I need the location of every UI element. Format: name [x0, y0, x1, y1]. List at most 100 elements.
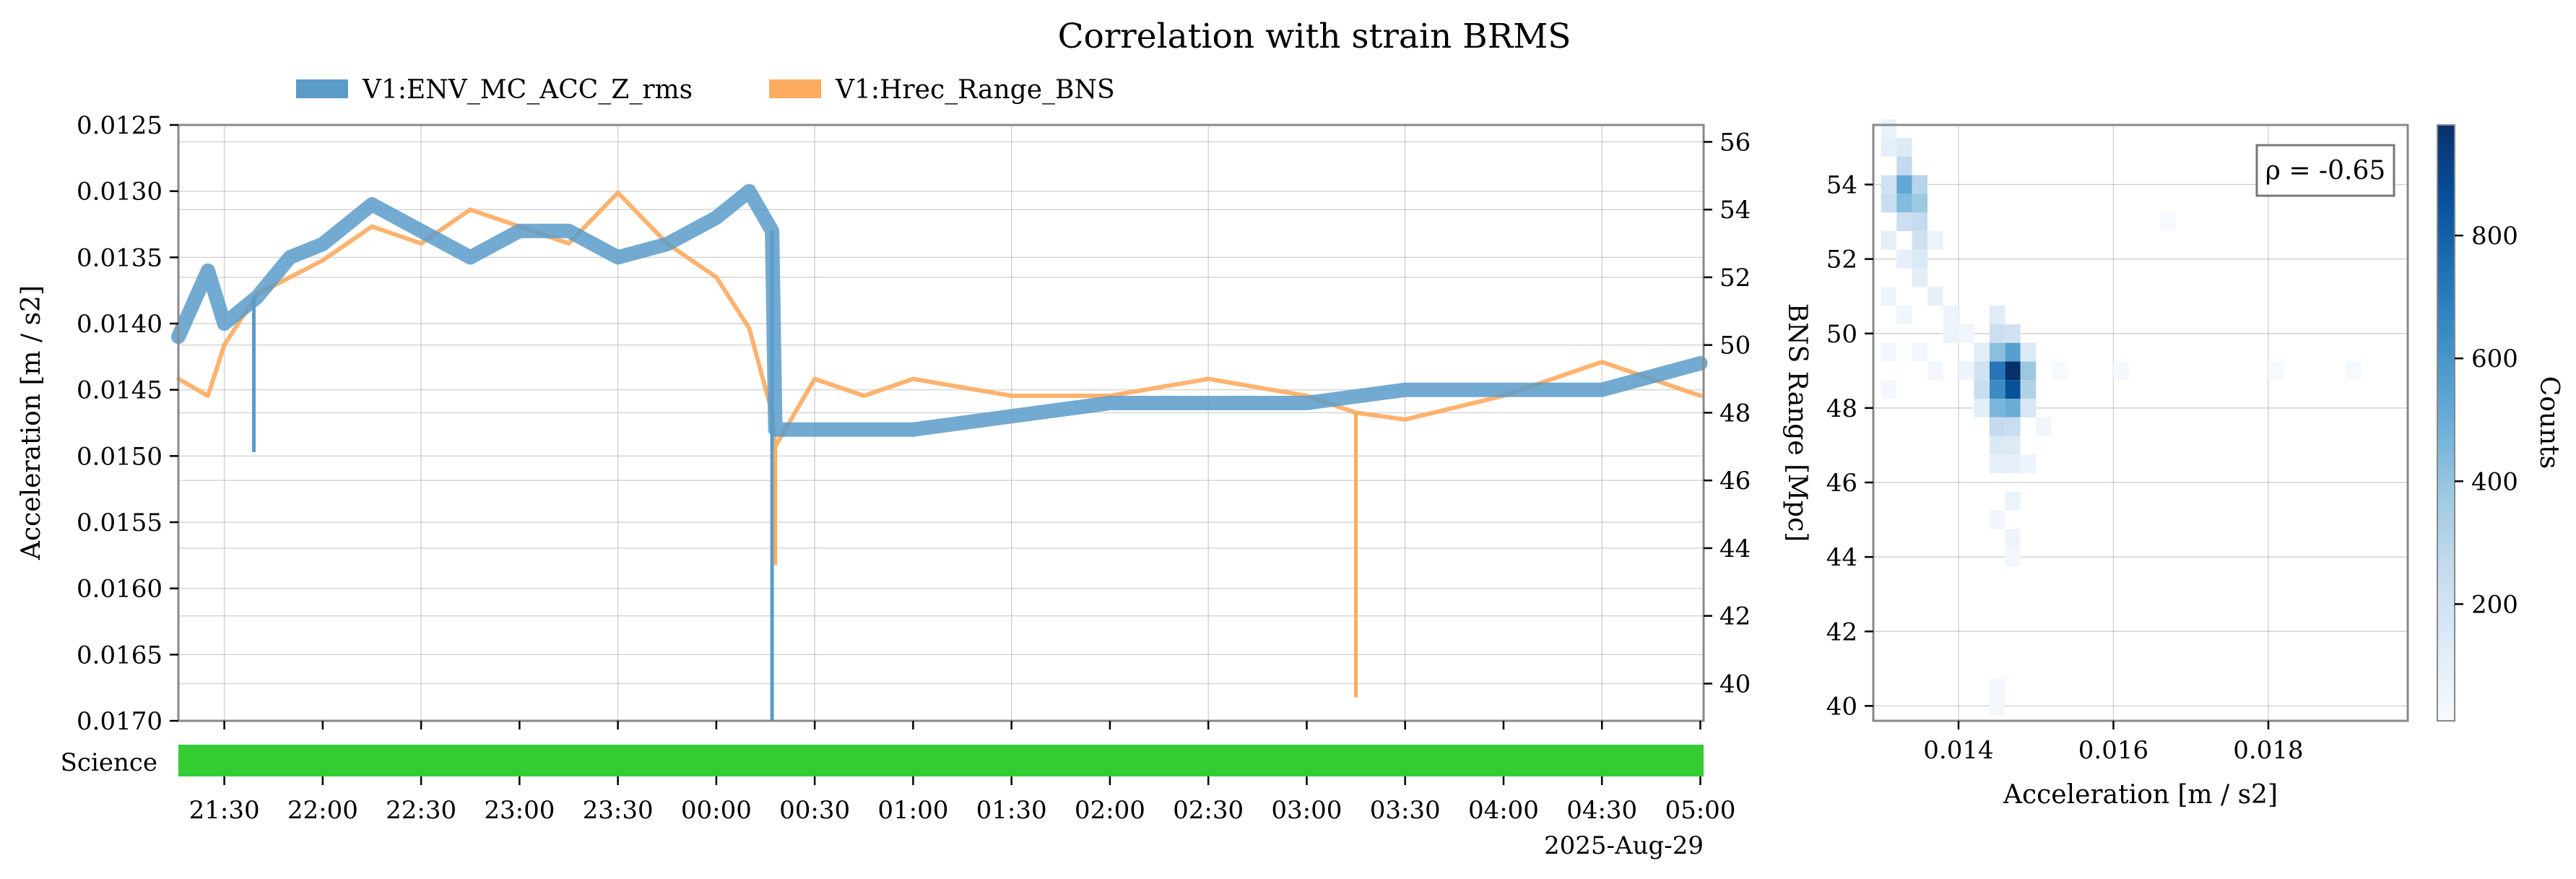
- hist-cell: [2346, 361, 2362, 381]
- left-axis-label: Acceleration [m / s2]: [17, 285, 46, 560]
- hist-y-tick-label: 42: [1826, 618, 1857, 646]
- hist-x-tick-label: 0.016: [2078, 736, 2148, 765]
- time-series-panel: 0.0125 0.0130 0.0135 0.0140 0.0145 0.0150 0.01…: [17, 111, 1812, 736]
- hist-cell: [1943, 306, 1959, 324]
- right-axis-label: BNS Range [Mpc]: [1782, 303, 1812, 542]
- figure-title: Correlation with strain BRMS: [1058, 17, 1571, 56]
- hist-cell: [1989, 696, 2005, 716]
- hist-cell: [1896, 306, 1912, 324]
- time-tick-label: 01:30: [976, 796, 1047, 825]
- main-series: [171, 183, 1708, 721]
- hist-cell: [1912, 231, 1927, 250]
- colorbar-tick-label: 400: [2471, 467, 2518, 496]
- epoch-label: 2025-Aug-29: [1544, 831, 1704, 860]
- hist-cell: [1927, 231, 1943, 250]
- right-tick-label: 50: [1719, 332, 1751, 360]
- left-tick-label: 0.0150: [77, 442, 162, 471]
- hist-cell: [1989, 342, 2005, 362]
- hist-y-tick-label: 40: [1826, 692, 1857, 721]
- rho-box: [2255, 144, 2395, 197]
- time-tick-label: 03:30: [1370, 796, 1441, 825]
- time-tick-label: 04:00: [1468, 796, 1539, 825]
- time-tick-label: 04:30: [1566, 796, 1637, 825]
- hist-cell: [1881, 380, 1897, 399]
- left-tick-label: 0.0125: [77, 111, 162, 140]
- main-plot-frame: [177, 124, 1705, 722]
- hist-y-tick-label: 52: [1826, 246, 1857, 274]
- time-tick-label: 02:30: [1173, 796, 1244, 825]
- hist-cell: [1989, 380, 2005, 399]
- colorbar-tick-label: 600: [2471, 345, 2518, 373]
- hist-cell: [1927, 361, 1943, 381]
- hist-cell: [1989, 454, 2005, 474]
- time-tick-label: 03:00: [1271, 796, 1342, 825]
- hist-cell: [2005, 436, 2021, 455]
- right-tick-label: 44: [1719, 534, 1751, 563]
- hist-cell: [1959, 361, 1974, 381]
- hist-cell: [1896, 175, 1912, 194]
- time-tick-label: 02:00: [1075, 796, 1145, 825]
- hist-cell: [1896, 138, 1912, 157]
- hist-cell: [1912, 268, 1927, 287]
- legend: V1:ENV_MC_ACC_Z_rms V1:Hrec_Range_BNS: [296, 75, 1115, 105]
- hist-cell: [2051, 361, 2068, 381]
- hist-cell: [2005, 454, 2021, 474]
- hist-cell: [1989, 324, 2005, 343]
- hist-y-tick-label: 54: [1826, 171, 1857, 200]
- hist-cell: [1896, 156, 1912, 176]
- hist-axis-ticks: 0.014 0.016 0.018 40 42 44 46 48 50 52 54: [1826, 171, 2304, 766]
- hist-cell: [1912, 249, 1927, 269]
- hist-cell: [2020, 380, 2037, 399]
- hist-x-label: Acceleration [m / s2]: [2003, 780, 2278, 810]
- hist-cell: [2005, 380, 2021, 399]
- time-tick-label: 23:00: [484, 796, 555, 825]
- hist-cell: [2005, 547, 2021, 566]
- time-tick-label: 01:00: [877, 796, 948, 825]
- colorbar: 200 400 600 800 Counts: [2437, 124, 2564, 722]
- hist-cell: [1989, 436, 2005, 455]
- rho-annotation: ρ = -0.65: [2255, 144, 2395, 197]
- left-tick-label: 0.0140: [77, 310, 162, 339]
- science-bar: Science 21:30 22:00 22:30 23:00 23:30 00:00 00…: [61, 721, 1735, 860]
- hist-cell: [2005, 491, 2021, 511]
- hist-cell: [1896, 194, 1912, 213]
- hist-cell: [1927, 287, 1943, 306]
- hist-cell: [1974, 399, 1990, 417]
- hist-cell: [1896, 212, 1912, 231]
- left-tick-label: 0.0170: [77, 707, 162, 736]
- hist-cell: [2020, 454, 2037, 474]
- time-tick-label: 21:30: [189, 796, 260, 825]
- right-tick-label: 52: [1719, 264, 1751, 293]
- hist-cell: [2020, 361, 2037, 381]
- time-tick-label: 22:00: [287, 796, 358, 825]
- hist-cell: [1896, 249, 1912, 269]
- legend-swatch-acc: [296, 79, 348, 98]
- hist-cell: [1881, 342, 1897, 362]
- science-label: Science: [61, 748, 157, 777]
- hist-cell: [1912, 194, 1927, 213]
- hist-cell: [1974, 342, 1990, 362]
- hist-cell: [2113, 361, 2129, 381]
- hist-cell: [1989, 399, 2005, 417]
- colorbar-ticks: 200 400 600 800: [2455, 222, 2518, 619]
- hist-x-tick-label: 0.014: [1923, 736, 1993, 765]
- hist-cell: [1881, 194, 1897, 213]
- right-tick-label: 48: [1719, 399, 1751, 428]
- hist-cell: [2020, 342, 2037, 362]
- acc-series-line: [171, 183, 1708, 437]
- hist-cell: [2005, 342, 2021, 362]
- right-tick-label: 56: [1719, 128, 1751, 157]
- hist-cell: [1912, 342, 1927, 362]
- hist-cell: [2036, 417, 2052, 436]
- right-axis-ticks: 40 42 44 46 48 50 52 54 56: [1704, 128, 1751, 698]
- hist-y-tick-label: 50: [1826, 320, 1857, 349]
- hist-grid: [1873, 125, 2408, 721]
- hist-cell: [1959, 324, 1974, 343]
- time-tick-label: 05:00: [1665, 796, 1735, 825]
- hist-plot-frame: [1872, 124, 2409, 722]
- colorbar-label: Counts: [2534, 376, 2564, 469]
- hist-cell: [1912, 212, 1927, 231]
- hist-cell: [1989, 510, 2005, 529]
- right-tick-label: 42: [1719, 602, 1751, 631]
- colorbar-gradient: [2437, 124, 2455, 722]
